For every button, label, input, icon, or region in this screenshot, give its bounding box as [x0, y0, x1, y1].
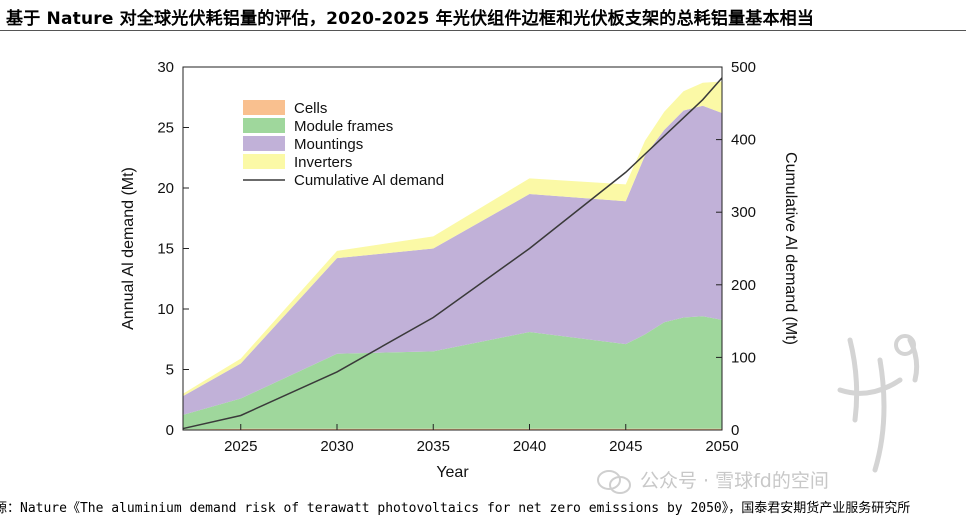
y2-tick-label: 500	[731, 59, 756, 76]
y2-tick-label: 200	[731, 277, 756, 294]
legend-label: Mountings	[294, 136, 363, 153]
x-tick-label: 2045	[609, 438, 642, 455]
watermark-text: 公众号 · 雪球fd的空间	[640, 470, 829, 492]
legend-swatch-cells	[243, 100, 285, 115]
y-tick-label: 10	[157, 301, 174, 318]
y2-tick-label: 0	[731, 422, 739, 439]
legend-swatch-mountings	[243, 136, 285, 151]
wechat-icon	[597, 470, 631, 494]
y-tick-label: 5	[166, 362, 174, 379]
x-tick-label: 2040	[513, 438, 546, 455]
x-tick-label: 2025	[224, 438, 257, 455]
y-tick-label: 30	[157, 59, 174, 76]
cumulative-al-demand-line	[182, 77, 723, 430]
x-tick-label: 2035	[417, 438, 450, 455]
y2-tick-label: 300	[731, 204, 756, 221]
page-title: 基于 Nature 对全球光伏耗铝量的评估，2020-2025 年光伏组件边框和…	[6, 9, 815, 29]
x-tick-label: 2030	[320, 438, 353, 455]
y-tick-label: 0	[166, 422, 174, 439]
legend-label: Cells	[294, 100, 327, 117]
y2-tick-label: 400	[731, 132, 756, 149]
legend-swatch-module-frames	[243, 118, 285, 133]
legend-label: Inverters	[294, 154, 352, 171]
area-module-frames	[183, 316, 722, 430]
legend-label: Cumulative Al demand	[294, 172, 444, 189]
cumulative-line-group	[182, 77, 723, 430]
y-tick-label: 20	[157, 180, 174, 197]
x-axis-label: Year	[436, 464, 469, 481]
legend-label: Module frames	[294, 118, 393, 135]
source-note: 源：Nature《The aluminium demand risk of te…	[0, 501, 911, 516]
area-mountings	[183, 105, 722, 415]
area-inverters	[183, 81, 722, 397]
legend-swatch-inverters	[243, 154, 285, 169]
stacked-areas	[183, 81, 722, 430]
title-divider	[0, 30, 966, 31]
y-tick-label: 25	[157, 120, 174, 137]
y2-axis-label: Cumulative Al demand (Mt)	[782, 152, 799, 345]
x-tick-label: 2050	[705, 438, 738, 455]
y2-tick-label: 100	[731, 349, 756, 366]
watermark-seal-icon	[837, 334, 920, 473]
axes: 2025 2030 2035 2040 2045 20500510152025300100…	[120, 59, 799, 481]
y-axis-label: Annual Al demand (Mt)	[120, 167, 137, 330]
y-tick-label: 15	[157, 241, 174, 258]
